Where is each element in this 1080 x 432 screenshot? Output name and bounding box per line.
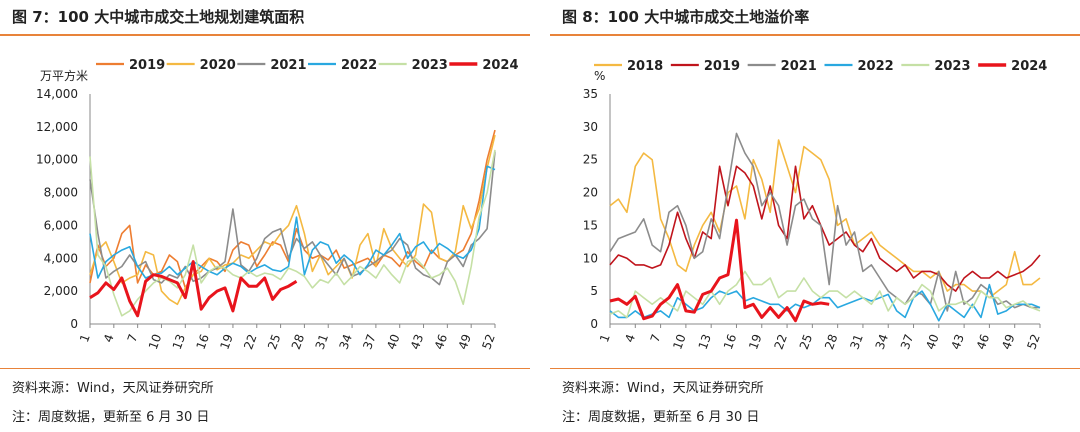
bottom-divider xyxy=(550,368,1080,369)
series-line-2019 xyxy=(89,129,496,289)
series-line-2019 xyxy=(609,165,1041,292)
chart-panel-building-area: 图 7：100 大中城市成交土地规划建筑面积 2019 2020 2021 2022 2… xyxy=(0,0,530,432)
legend-label-2021: 2021 xyxy=(781,59,817,74)
legend-label-2021: 2021 xyxy=(270,58,306,73)
legend-label-2019: 2019 xyxy=(129,58,165,73)
x-tick-label: 25 xyxy=(797,332,815,351)
legend-label-2018: 2018 xyxy=(627,59,663,74)
x-tick-label: 13 xyxy=(170,332,188,351)
series-line-2023 xyxy=(89,149,496,317)
x-tick-label: 4 xyxy=(622,332,638,344)
y-tick-label: 6,000 xyxy=(44,218,78,232)
x-tick-label: 40 xyxy=(923,332,941,351)
y-tick-label: 0 xyxy=(590,317,598,331)
y-tick-label: 2,000 xyxy=(44,284,78,298)
x-tick-label: 7 xyxy=(125,332,141,344)
y-tick-label: 20 xyxy=(583,186,598,200)
y-tick-label: 10 xyxy=(583,251,598,265)
x-tick-label: 37 xyxy=(360,332,378,351)
chart-panel-premium-rate: 图 8：100 大中城市成交土地溢价率 2018 2019 2021 2022 2023… xyxy=(550,0,1080,432)
legend-label-2023: 2023 xyxy=(934,59,970,74)
legend-label-2022: 2022 xyxy=(341,58,377,73)
x-tick-label: 7 xyxy=(648,332,664,344)
x-tick-label: 16 xyxy=(721,332,739,351)
series-line-2018 xyxy=(609,139,1041,299)
source-note: 资料来源：Wind，天风证券研究所 xyxy=(12,381,214,396)
series-line-2024 xyxy=(609,218,830,323)
title-divider xyxy=(550,34,1080,36)
chart-title: 图 8：100 大中城市成交土地溢价率 xyxy=(562,8,810,26)
y-tick-label: 25 xyxy=(583,153,598,167)
chart-title: 图 7：100 大中城市成交土地规划建筑面积 xyxy=(12,8,305,26)
series-line-2024 xyxy=(89,260,298,318)
series-line-2020 xyxy=(89,134,496,306)
x-tick-label: 40 xyxy=(384,332,402,351)
y-tick-label: 15 xyxy=(583,218,598,232)
x-tick-label: 1 xyxy=(597,332,613,344)
x-tick-label: 34 xyxy=(873,332,891,351)
x-tick-label: 19 xyxy=(746,332,764,351)
x-tick-label: 25 xyxy=(265,332,283,351)
y-tick-label: 0 xyxy=(70,317,78,331)
y-tick-label: 5 xyxy=(590,284,598,298)
x-tick-label: 16 xyxy=(194,332,212,351)
x-tick-label: 46 xyxy=(974,332,992,351)
x-tick-label: 49 xyxy=(456,332,474,351)
x-tick-label: 31 xyxy=(313,332,331,351)
x-tick-label: 31 xyxy=(847,332,865,351)
x-tick-label: 13 xyxy=(696,332,714,351)
x-tick-label: 28 xyxy=(822,332,840,351)
x-tick-label: 43 xyxy=(949,332,967,351)
x-tick-label: 22 xyxy=(241,332,259,351)
legend-label-2019: 2019 xyxy=(704,59,740,74)
y-tick-label: 12,000 xyxy=(36,120,78,134)
x-tick-label: 28 xyxy=(289,332,307,351)
line-chart-building-area: 2019 2020 2021 2022 2023 2024 万平方米 0 2,000 4,000 6… xyxy=(36,58,519,351)
y-tick-label: 14,000 xyxy=(36,87,78,101)
line-chart-premium-rate: 2018 2019 2021 2022 2023 2024% 0 5 10 15 20 25 30 35 1… xyxy=(583,59,1048,351)
title-divider xyxy=(0,34,530,36)
legend-label-2024: 2024 xyxy=(1011,59,1047,74)
y-tick-label: 8,000 xyxy=(44,186,78,200)
series-line-2021 xyxy=(89,151,496,286)
x-tick-label: 22 xyxy=(771,332,789,351)
y-tick-label: 4,000 xyxy=(44,251,78,265)
x-tick-label: 34 xyxy=(336,332,354,351)
x-tick-label: 10 xyxy=(670,332,688,351)
series-line-2022 xyxy=(89,165,496,279)
y-tick-label: 10,000 xyxy=(36,153,78,167)
x-tick-label: 52 xyxy=(1024,332,1042,351)
y-tick-label: 30 xyxy=(583,120,598,134)
legend-label-2023: 2023 xyxy=(412,58,448,73)
x-tick-label: 19 xyxy=(217,332,235,351)
x-tick-label: 37 xyxy=(898,332,916,351)
legend-label-2022: 2022 xyxy=(858,59,894,74)
y-axis-unit-label: 万平方米 xyxy=(40,68,88,83)
x-tick-label: 4 xyxy=(101,332,117,344)
x-tick-label: 52 xyxy=(479,332,497,351)
legend-label-2020: 2020 xyxy=(200,58,236,73)
x-tick-label: 43 xyxy=(408,332,426,351)
source-note: 资料来源：Wind，天风证券研究所 xyxy=(562,381,764,396)
series-line-2021 xyxy=(609,132,1040,312)
footnote: 注：周度数据，更新至 6 月 30 日 xyxy=(12,410,210,425)
x-tick-label: 46 xyxy=(432,332,450,351)
bottom-divider xyxy=(0,368,530,369)
legend-label-2024: 2024 xyxy=(482,58,518,73)
y-tick-label: 35 xyxy=(583,87,598,101)
x-tick-label: 10 xyxy=(146,332,164,351)
x-tick-label: 1 xyxy=(77,332,93,344)
y-axis-unit-label: % xyxy=(594,69,605,83)
footnote: 注：周度数据，更新至 6 月 30 日 xyxy=(562,410,760,425)
x-tick-label: 49 xyxy=(999,332,1017,351)
